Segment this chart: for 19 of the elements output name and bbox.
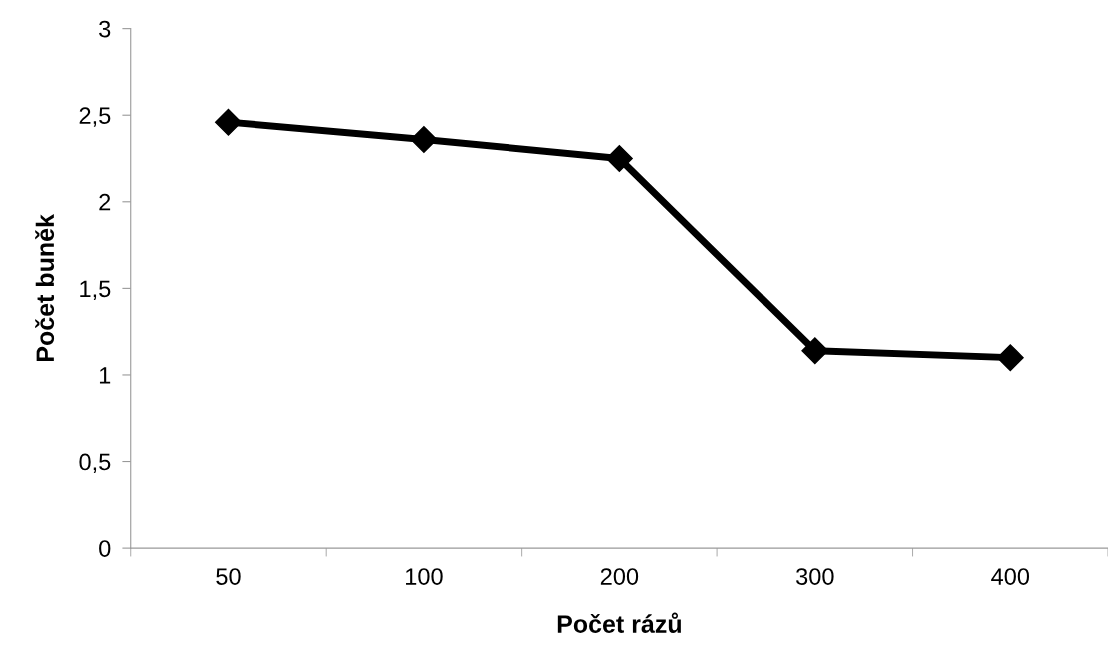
x-tick-label: 50: [216, 568, 241, 585]
point: [605, 145, 633, 172]
point: [996, 344, 1024, 372]
point: [410, 125, 438, 153]
y-tick-label: 1,5: [80, 280, 111, 300]
point: [801, 337, 829, 365]
y-tick-label: 1: [99, 367, 111, 384]
y-axis-title: Počet buněk: [35, 214, 55, 362]
y-tick-label: 2: [99, 193, 111, 211]
y-tick-label: 0: [99, 540, 111, 557]
x-tick-label: 100: [406, 568, 443, 585]
x-tick-label: 300: [796, 568, 834, 585]
point: [215, 108, 242, 136]
y-tick-label: 2,5: [79, 107, 111, 127]
y-tick-label: 0,5: [79, 453, 111, 474]
y-tick-label: 3: [99, 20, 111, 38]
x-tick-label: 200: [600, 568, 639, 585]
x-axis-title: Počet rázů: [557, 612, 681, 633]
x-tick-label: 400: [991, 568, 1030, 585]
